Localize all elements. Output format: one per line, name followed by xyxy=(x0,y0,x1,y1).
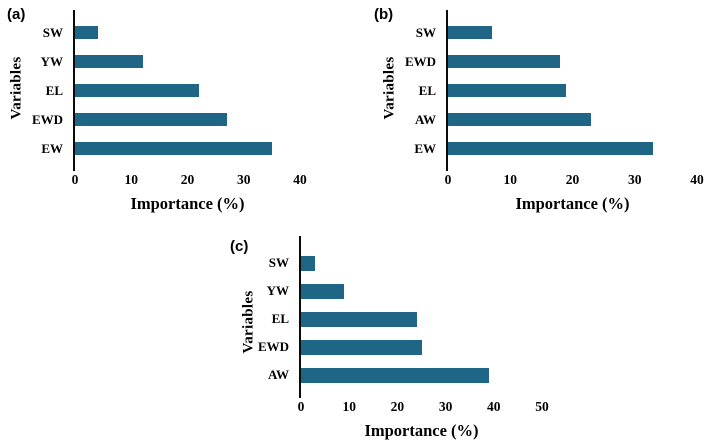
bar-rows: SW EWD EL AW EW xyxy=(374,18,708,163)
importance-bar xyxy=(448,55,561,68)
bar-row: EL xyxy=(1,76,349,105)
bar-track xyxy=(301,361,542,389)
category-label: EW xyxy=(41,140,63,156)
x-tick-label: 0 xyxy=(71,172,79,187)
importance-bar xyxy=(448,113,592,126)
y-axis-line xyxy=(446,10,448,171)
category-label: EWD xyxy=(31,111,63,127)
x-tick-label: 40 xyxy=(293,172,307,187)
importance-bar xyxy=(301,255,316,271)
panel-label-b: (b) xyxy=(374,6,394,23)
bar-track xyxy=(75,134,300,163)
x-axis-ticks: 0 10 20 30 40 50 xyxy=(297,399,549,417)
importance-bar xyxy=(75,84,199,97)
bar-track xyxy=(448,18,697,47)
category-label: AW xyxy=(415,111,436,127)
category-label: EL xyxy=(271,311,289,326)
importance-bar xyxy=(448,84,567,97)
bar-row: YW xyxy=(227,277,559,305)
chart-panel-c: (c) Variables SW YW EL EWD AW 0 10 20 30 40 50 Im… xyxy=(227,230,559,444)
x-tick-label: 10 xyxy=(342,399,356,414)
chart-panel-a: (a) Variables SW YW EL EWD EW 0 10 20 30 40 Impo… xyxy=(1,4,349,222)
bar-row: SW xyxy=(1,18,349,47)
bar-track xyxy=(301,277,542,305)
bar-row: EL xyxy=(374,76,708,105)
bar-row: SW xyxy=(227,249,559,277)
bar-track xyxy=(448,47,697,76)
panel-label-c: (c) xyxy=(230,238,249,255)
bar-track xyxy=(75,47,300,76)
bar-row: EW xyxy=(374,134,708,163)
x-tick-label: 10 xyxy=(124,172,139,187)
x-axis-title: Importance (%) xyxy=(515,194,630,213)
category-label: YW xyxy=(266,283,289,298)
bar-row: YW xyxy=(1,47,349,76)
bar-track xyxy=(301,305,542,333)
x-tick-label: 50 xyxy=(535,399,549,414)
category-label: SW xyxy=(268,255,289,270)
bar-rows: SW YW EL EWD EW xyxy=(1,18,349,163)
category-label: SW xyxy=(42,24,63,40)
x-tick-label: 20 xyxy=(565,172,580,187)
bar-track xyxy=(75,76,300,105)
category-label: EWD xyxy=(404,53,436,69)
x-tick-label: 30 xyxy=(628,172,642,187)
bar-row: EWD xyxy=(227,333,559,361)
x-tick-label: 10 xyxy=(503,172,518,187)
bar-row: AW xyxy=(374,105,708,134)
bar-track xyxy=(301,333,542,361)
x-tick-label: 0 xyxy=(444,172,452,187)
panel-label-a: (a) xyxy=(7,6,26,23)
bar-track xyxy=(75,18,300,47)
bar-row: EWD xyxy=(374,47,708,76)
importance-bar xyxy=(75,26,98,39)
importance-bar xyxy=(301,283,345,299)
x-tick-label: 20 xyxy=(180,172,195,187)
x-tick-label: 40 xyxy=(487,399,501,414)
bar-row: AW xyxy=(227,361,559,389)
y-axis-line xyxy=(73,10,75,171)
x-axis-title: Importance (%) xyxy=(364,421,479,440)
bar-row: EL xyxy=(227,305,559,333)
importance-bar xyxy=(448,26,492,39)
x-tick-label: 40 xyxy=(690,172,704,187)
importance-bar xyxy=(301,311,417,327)
category-label: EW xyxy=(414,140,436,156)
x-tick-label: 30 xyxy=(438,399,453,414)
bar-track xyxy=(448,134,697,163)
x-tick-label: 0 xyxy=(297,399,305,414)
x-axis-ticks: 0 10 20 30 40 xyxy=(71,172,307,190)
x-axis-ticks: 0 10 20 30 40 xyxy=(444,172,704,190)
importance-bar xyxy=(75,55,143,68)
x-axis-title: Importance (%) xyxy=(130,194,245,213)
bar-rows: SW YW EL EWD AW xyxy=(227,249,559,389)
category-label: EL xyxy=(45,82,63,98)
x-tick-label: 30 xyxy=(237,172,251,187)
bar-track xyxy=(448,105,697,134)
category-label: AW xyxy=(268,367,289,382)
x-tick-label: 20 xyxy=(390,399,405,414)
category-label: YW xyxy=(40,53,63,69)
chart-panel-b: (b) Variables SW EWD EL AW EW 0 10 20 30 40 Impo… xyxy=(374,4,708,222)
category-label: EWD xyxy=(257,339,289,354)
importance-bar xyxy=(75,113,227,126)
bar-track xyxy=(448,76,697,105)
plot-area: SW YW EL EWD EW xyxy=(1,10,349,171)
bar-row: EWD xyxy=(1,105,349,134)
importance-bar xyxy=(301,339,422,355)
importance-bar xyxy=(75,142,272,155)
importance-bar xyxy=(448,142,654,155)
category-label: EL xyxy=(418,82,436,98)
plot-area: SW EWD EL AW EW xyxy=(374,10,708,171)
plot-area: SW YW EL EWD AW xyxy=(227,236,559,398)
bar-track xyxy=(75,105,300,134)
category-label: SW xyxy=(415,24,436,40)
y-axis-line xyxy=(299,236,301,398)
importance-bar xyxy=(301,367,489,383)
bar-track xyxy=(301,249,542,277)
bar-row: EW xyxy=(1,134,349,163)
bar-row: SW xyxy=(374,18,708,47)
